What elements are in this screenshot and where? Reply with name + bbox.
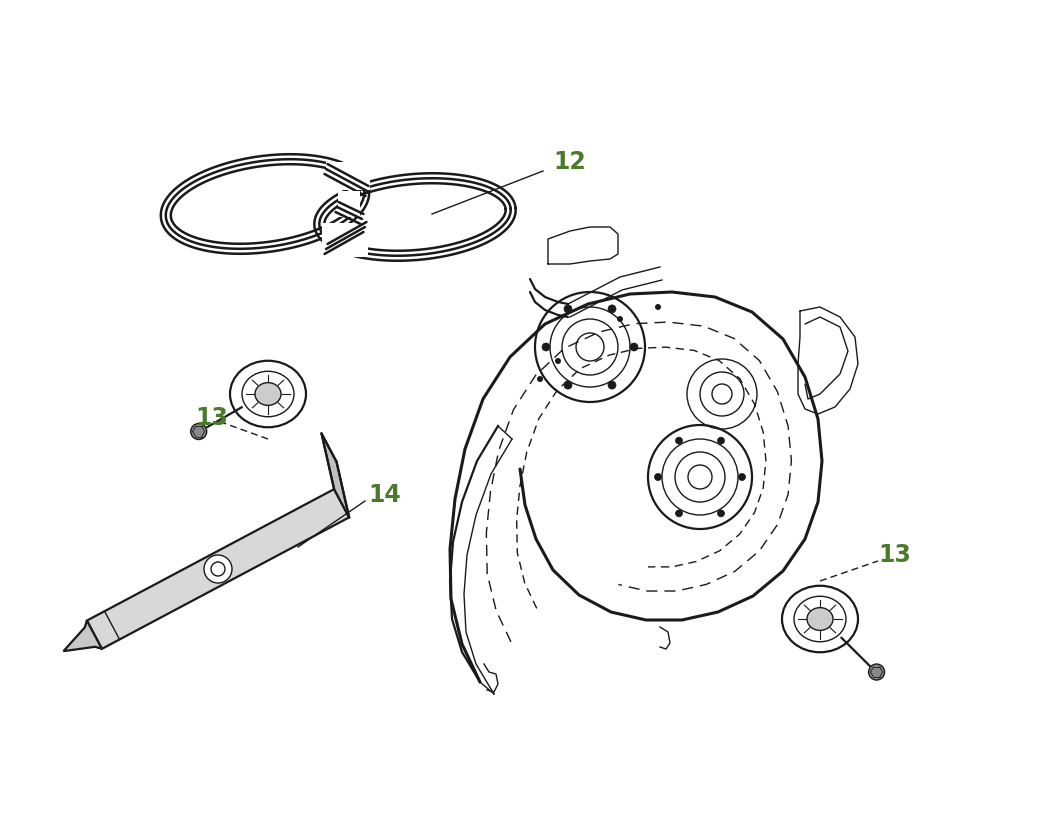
Circle shape (738, 474, 746, 481)
Polygon shape (326, 163, 370, 191)
Circle shape (537, 376, 543, 383)
Text: 13: 13 (878, 543, 911, 566)
Text: 14: 14 (367, 482, 400, 506)
Text: 13: 13 (195, 405, 228, 429)
Circle shape (211, 562, 225, 576)
Polygon shape (338, 192, 360, 218)
Polygon shape (64, 621, 102, 652)
Polygon shape (322, 224, 367, 258)
Circle shape (630, 343, 638, 351)
Ellipse shape (255, 383, 281, 406)
Text: 12: 12 (553, 150, 586, 174)
Circle shape (676, 510, 682, 517)
Circle shape (564, 305, 572, 313)
Circle shape (718, 510, 724, 517)
Polygon shape (322, 434, 349, 518)
Circle shape (555, 359, 561, 365)
Circle shape (718, 437, 724, 445)
Circle shape (608, 381, 616, 390)
Circle shape (654, 474, 662, 481)
Polygon shape (87, 490, 349, 649)
Ellipse shape (807, 608, 833, 631)
Circle shape (204, 555, 232, 583)
Circle shape (656, 304, 661, 311)
Circle shape (676, 437, 682, 445)
Ellipse shape (782, 586, 858, 653)
Circle shape (608, 305, 616, 313)
Circle shape (542, 343, 550, 351)
Circle shape (617, 317, 623, 323)
Circle shape (191, 424, 207, 440)
Circle shape (868, 664, 884, 681)
Ellipse shape (230, 361, 306, 428)
Circle shape (564, 381, 572, 390)
